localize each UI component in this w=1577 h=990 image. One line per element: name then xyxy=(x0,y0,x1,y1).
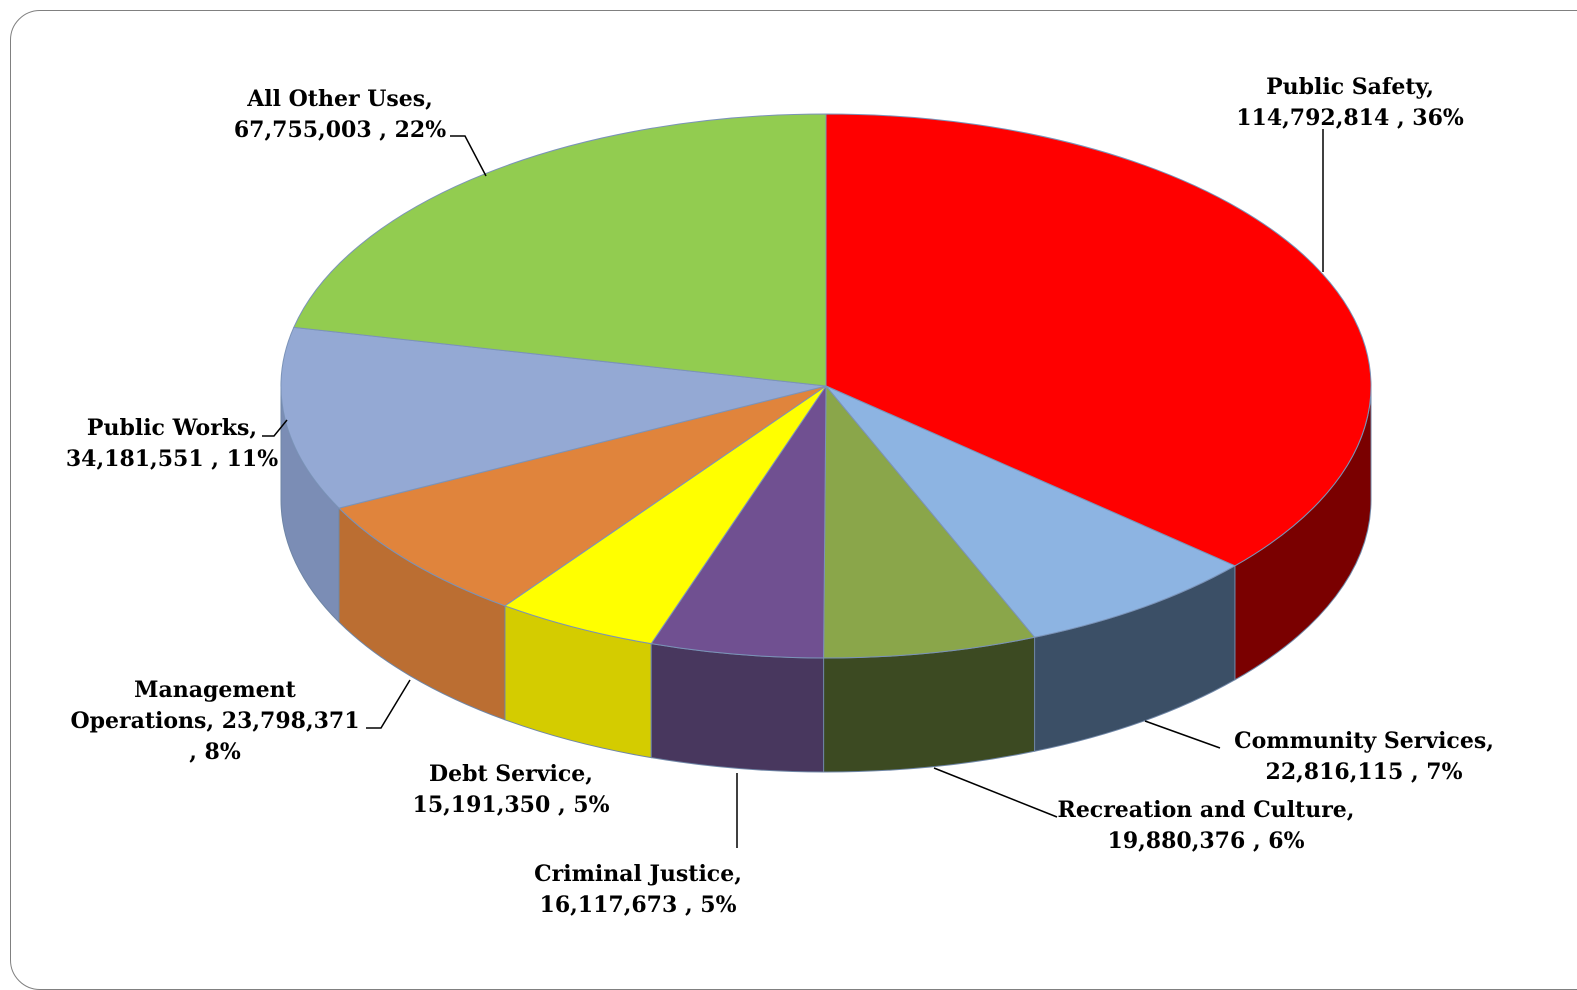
data-labels: Public Safety, 114,792,814 , 36% Community… xyxy=(66,74,1494,918)
data-label-debt-service: Debt Service, xyxy=(429,761,593,787)
leader-line-public-works xyxy=(262,419,288,437)
slice-public-works xyxy=(280,326,827,509)
data-label-all-other-uses: All Other Uses, xyxy=(246,86,433,112)
data-label-management-operations: , 8% xyxy=(189,739,241,765)
pie-sides xyxy=(280,385,1372,773)
pie-chart: Public Safety, 114,792,814 , 36% Community… xyxy=(66,74,1494,918)
data-label-community-services: Community Services, xyxy=(1234,728,1494,754)
slice-recreation-and-culture xyxy=(823,384,1036,659)
slice-side-criminal-justice xyxy=(650,643,825,773)
leader-line-all-other-uses xyxy=(450,135,487,177)
data-label-recreation-and-culture: 19,880,376 , 6% xyxy=(1108,828,1305,854)
slice-criminal-justice xyxy=(650,384,827,659)
slice-community-services xyxy=(825,385,1237,638)
data-label-management-operations: Operations, 23,798,371 xyxy=(70,708,359,734)
data-label-recreation-and-culture: Recreation and Culture, xyxy=(1058,797,1355,823)
data-label-criminal-justice: Criminal Justice, xyxy=(534,861,742,887)
data-label-management-operations: Management xyxy=(134,677,297,703)
data-label-public-works: Public Works, xyxy=(87,415,257,441)
pie-tops xyxy=(280,113,1372,659)
data-label-public-works: 34,181,551 , 11% xyxy=(66,446,278,472)
data-label-community-services: 22,816,115 , 7% xyxy=(1266,759,1463,785)
data-label-criminal-justice: 16,117,673 , 5% xyxy=(540,892,737,918)
data-label-all-other-uses: 67,755,003 , 22% xyxy=(234,117,446,143)
slice-management-operations xyxy=(338,385,827,607)
data-label-debt-service: 15,191,350 , 5% xyxy=(413,792,610,818)
leader-line-community-services xyxy=(1144,720,1221,749)
label-leaders xyxy=(262,129,1324,848)
leader-line-recreation-and-culture xyxy=(933,767,1058,818)
data-label-public-safety: 114,792,814 , 36% xyxy=(1236,105,1464,131)
slice-public-safety xyxy=(825,113,1372,567)
data-label-public-safety: Public Safety, xyxy=(1266,74,1434,100)
slice-debt-service xyxy=(503,385,827,645)
leader-line-management-operations xyxy=(366,679,411,729)
